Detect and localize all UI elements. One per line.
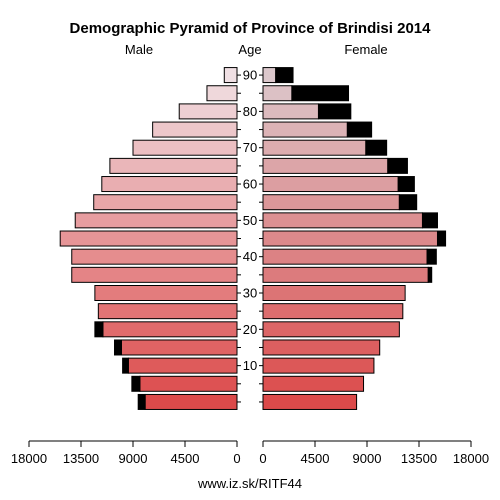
male-excess-bar-5-9	[131, 375, 141, 392]
female-bar-40-44	[262, 248, 428, 265]
male-bar-50-54	[74, 212, 238, 229]
female-bar-10-14	[262, 357, 375, 374]
age-axis: 90 80 70 60 50 40 30 20 10	[237, 68, 263, 403]
female-x-axis: 0 4500 9000 13500 18000	[259, 440, 489, 466]
female-bar-90+	[262, 67, 277, 84]
female-excess-bar-75-79	[346, 121, 373, 138]
female-excess-bar-50-54	[421, 212, 438, 229]
male-bars	[59, 67, 238, 410]
female-bar-65-69	[262, 157, 389, 174]
male-bar-20-24	[102, 321, 238, 338]
age-tick-label: 90	[243, 68, 257, 83]
female-x-tick-label: 9000	[353, 451, 382, 466]
age-tick-label: 80	[243, 104, 257, 119]
male-bar-80-84	[178, 103, 238, 120]
male-bar-25-29	[97, 303, 238, 320]
age-tick-label: 20	[243, 322, 257, 337]
female-excess-bar-65-69	[387, 157, 408, 174]
male-x-tick-label: 0	[233, 451, 240, 466]
female-bar-75-79	[262, 121, 348, 138]
female-bar-5-9	[262, 375, 365, 392]
age-tick-label: 40	[243, 249, 257, 264]
age-tick-label: 60	[243, 177, 257, 192]
male-bar-60-64	[101, 176, 238, 193]
female-excess-bar-85-89	[291, 85, 350, 102]
female-excess-bar-90+	[275, 67, 294, 84]
female-x-tick-label: 4500	[301, 451, 330, 466]
male-excess-bar-0-4	[137, 393, 146, 410]
female-bar-20-24	[262, 321, 400, 338]
male-x-tick-label: 18000	[11, 451, 47, 466]
source-label: www.iz.sk/RITF44	[197, 476, 302, 491]
male-excess-bar-10-14	[122, 357, 129, 374]
male-x-axis: 18000 13500 9000 4500 0	[11, 440, 241, 466]
female-excess-bar-45-49	[436, 230, 447, 247]
age-tick-label: 30	[243, 286, 257, 301]
female-bar-55-59	[262, 194, 400, 211]
male-bar-55-59	[93, 194, 238, 211]
female-excess-bar-40-44	[426, 248, 437, 265]
male-bar-70-74	[132, 139, 238, 156]
male-excess-bar-20-24	[94, 321, 104, 338]
male-bar-0-4	[144, 393, 238, 410]
female-bar-0-4	[262, 393, 358, 410]
male-label: Male	[125, 42, 153, 57]
female-bar-50-54	[262, 212, 423, 229]
female-bar-30-34	[262, 285, 406, 301]
male-x-tick-label: 9000	[119, 451, 148, 466]
male-x-tick-label: 13500	[63, 451, 99, 466]
female-bar-15-19	[262, 339, 381, 356]
male-excess-bar-15-19	[114, 339, 122, 356]
male-bar-30-34	[94, 285, 238, 301]
male-bar-5-9	[139, 375, 238, 392]
female-excess-bar-80-84	[317, 103, 352, 120]
male-bar-45-49	[59, 230, 238, 247]
female-bar-60-64	[262, 176, 399, 193]
male-bar-35-39	[71, 266, 238, 283]
male-bar-15-19	[120, 339, 238, 356]
female-bar-45-49	[262, 230, 438, 247]
female-x-tick-label: 0	[259, 451, 266, 466]
age-label: Age	[238, 42, 261, 57]
male-bar-40-44	[71, 248, 238, 265]
age-tick-label: 70	[243, 140, 257, 155]
male-x-tick-label: 4500	[171, 451, 200, 466]
female-excess-bar-70-74	[365, 139, 388, 156]
female-bar-25-29	[262, 303, 404, 320]
female-excess-bar-60-64	[397, 176, 415, 193]
male-bar-90+	[223, 67, 238, 84]
female-x-tick-label: 18000	[453, 451, 489, 466]
female-excess-bar-35-39	[427, 266, 433, 283]
age-tick-label: 10	[243, 358, 257, 373]
female-bar-35-39	[262, 266, 429, 283]
male-bar-75-79	[152, 121, 238, 138]
age-tick-label: 50	[243, 213, 257, 228]
female-bar-85-89	[262, 85, 293, 102]
female-bars	[262, 67, 447, 410]
female-bar-70-74	[262, 139, 367, 156]
male-bar-85-89	[206, 85, 238, 102]
male-bar-10-14	[127, 357, 238, 374]
female-bar-80-84	[262, 103, 319, 120]
male-bar-65-69	[109, 157, 238, 174]
chart-title: Demographic Pyramid of Province of Brind…	[70, 20, 432, 37]
female-excess-bar-55-59	[398, 194, 418, 211]
female-x-tick-label: 13500	[401, 451, 437, 466]
female-label: Female	[344, 42, 387, 57]
